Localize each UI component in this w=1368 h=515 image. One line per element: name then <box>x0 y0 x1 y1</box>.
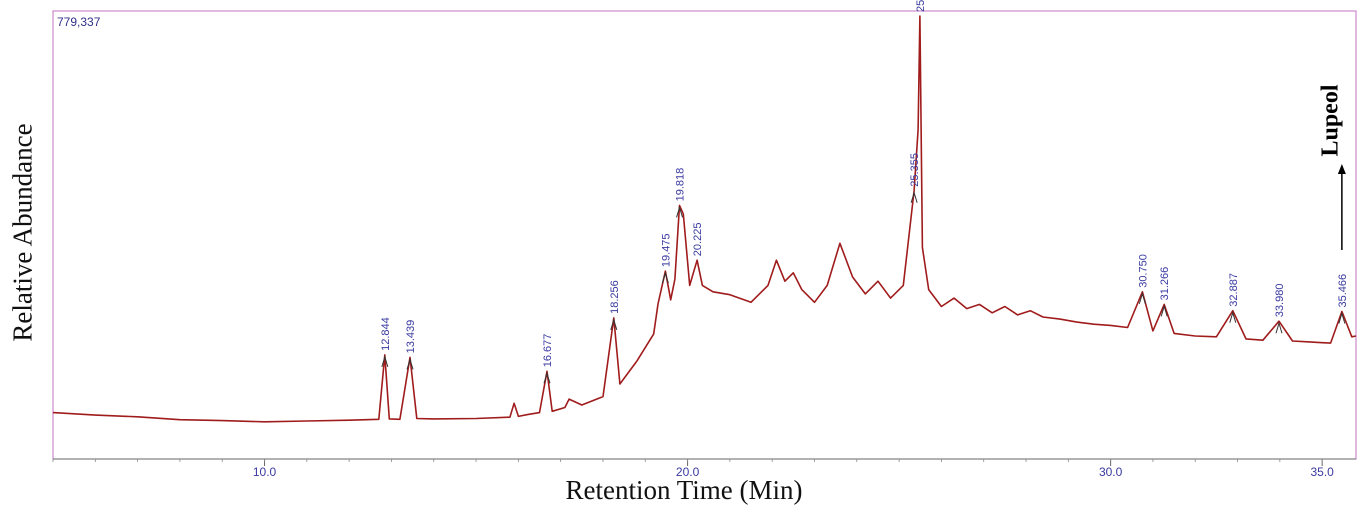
integration-marker <box>1275 321 1283 334</box>
integration-marker <box>543 371 551 384</box>
peak-label: 25.492 <box>915 0 927 12</box>
peak-label: 35.466 <box>1337 274 1349 308</box>
peak-label: 16.677 <box>542 334 554 368</box>
x-axis-label: Retention Time (Min) <box>565 475 803 505</box>
integration-marker <box>1138 292 1146 304</box>
x-tick-label: 20.0 <box>676 465 700 479</box>
annotation-label: Lupeol <box>1317 83 1344 157</box>
lupeol-annotation: Lupeol <box>1311 60 1351 310</box>
peak-label: 31.266 <box>1159 267 1171 301</box>
integration-marker <box>610 318 618 331</box>
chromatogram-trace <box>52 15 1357 423</box>
integration-marker <box>661 271 669 284</box>
peak-label: 20.225 <box>692 223 704 257</box>
integration-marker <box>1338 311 1346 324</box>
x-tick-label: 10.0 <box>253 465 277 479</box>
annotation-text-wrap: Lupeol <box>1311 60 1351 180</box>
annotation-arrow-head <box>1337 164 1346 174</box>
integration-marker <box>676 205 684 218</box>
peak-label: 13.439 <box>405 320 417 354</box>
max-intensity-label: 779,337 <box>57 15 101 29</box>
peak-label: 32.887 <box>1228 273 1240 307</box>
integration-marker <box>1229 310 1237 323</box>
peak-label: 33.980 <box>1274 284 1286 318</box>
x-tick-label: 35.0 <box>1310 465 1334 479</box>
peak-label: 30.750 <box>1137 254 1149 288</box>
plot-frame <box>52 10 1357 460</box>
peak-label: 18.256 <box>609 280 621 314</box>
x-tick-label: 30.0 <box>1099 465 1123 479</box>
integration-marker <box>1160 304 1168 317</box>
peak-label: 25.355 <box>909 153 921 187</box>
integration-marker <box>406 357 414 370</box>
peak-label: 12.844 <box>380 317 392 351</box>
peak-label: 19.818 <box>675 168 687 202</box>
peak-label: 19.475 <box>660 233 672 267</box>
integration-marker <box>910 190 918 203</box>
integration-marker <box>381 355 389 368</box>
